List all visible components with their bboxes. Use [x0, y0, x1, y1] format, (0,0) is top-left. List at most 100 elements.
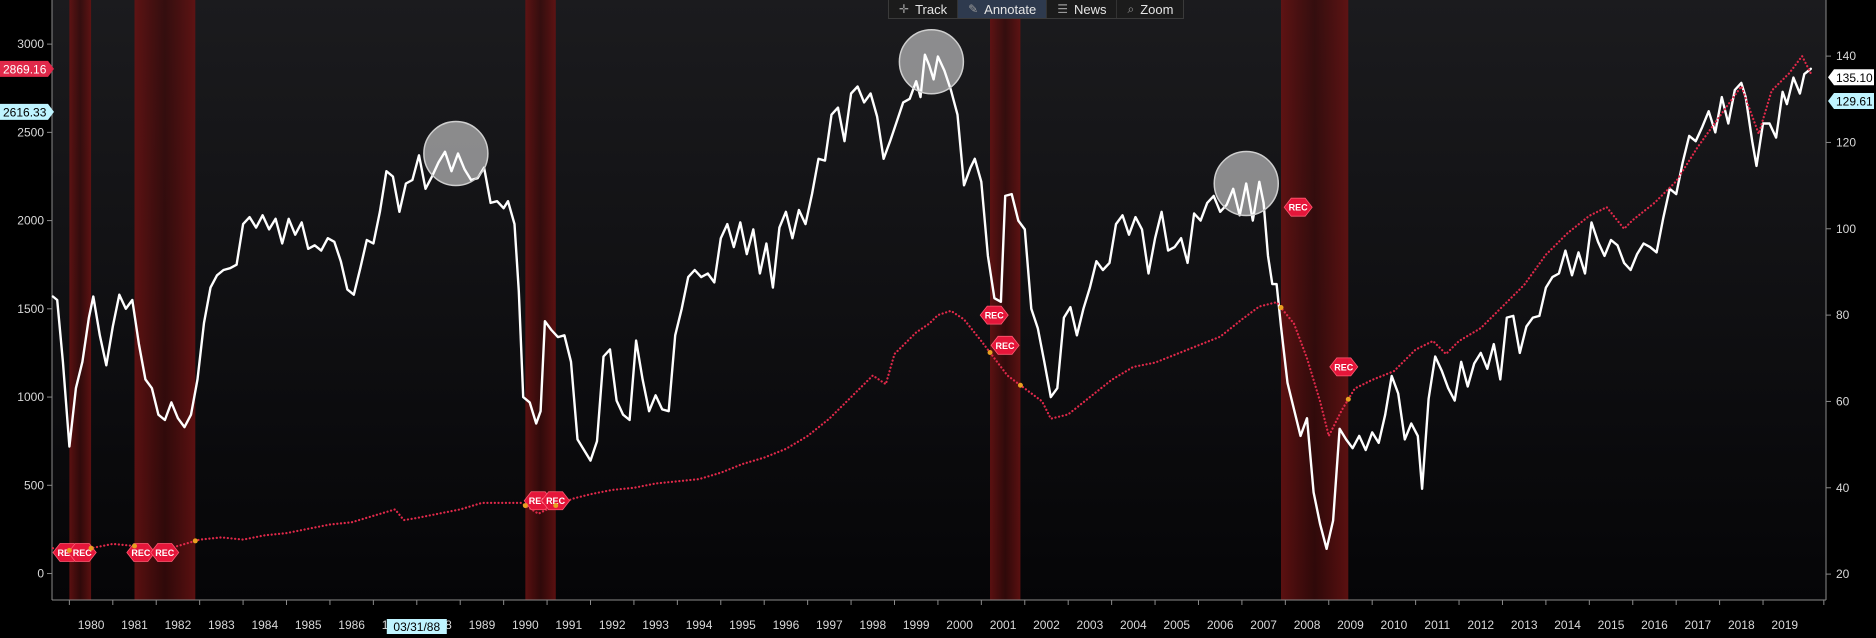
x-axis-tick-label: 1996 — [773, 618, 800, 632]
rec-marker[interactable]: REC — [990, 335, 1020, 355]
recession-point-dot — [192, 538, 198, 544]
left-axis-cursor-value-label-text: 2616.33 — [3, 105, 47, 119]
x-axis-tick-label: 1984 — [251, 618, 278, 632]
x-axis-tick-label: 2009 — [1337, 618, 1364, 632]
recession-point-dot — [88, 545, 94, 551]
left-axis-tick-label: 2500 — [17, 125, 44, 139]
right-axis-last-value-label: 135.10 — [1828, 69, 1874, 86]
toolbar-annotate-button[interactable]: ✎ Annotate — [958, 0, 1048, 18]
rec-marker-shape — [150, 543, 180, 562]
toolbar-zoom-button[interactable]: ⌕ Zoom — [1117, 0, 1183, 18]
x-axis-tick-label: 2005 — [1163, 618, 1190, 632]
x-axis-tick-label: 2012 — [1467, 618, 1494, 632]
x-axis-tick-label: 2018 — [1728, 618, 1755, 632]
right-axis-tick-label: 40 — [1836, 481, 1850, 495]
right-axis-cursor-value-label-text: 129.61 — [1836, 94, 1873, 108]
right-axis-tick-label: 120 — [1836, 135, 1856, 149]
left-axis-tick-label: 3000 — [17, 37, 44, 51]
left-axis-tick-label: 0 — [37, 567, 44, 581]
rec-marker[interactable]: REC — [150, 543, 180, 562]
x-axis-tick-label: 2008 — [1294, 618, 1321, 632]
x-axis-tick-label: 1985 — [295, 618, 322, 632]
toolbar-label: Annotate — [984, 1, 1037, 17]
x-axis-tick-label: 2015 — [1598, 618, 1625, 632]
left-axis-tick-label: 1500 — [17, 302, 44, 316]
rec-marker-label: REC — [546, 496, 566, 506]
recession-point-dot — [1345, 396, 1351, 402]
toolbar-news-button[interactable]: ☰ News — [1047, 0, 1118, 18]
highlight-circle — [898, 29, 965, 95]
right-axis-last-value-label-box — [1828, 69, 1874, 86]
recession-point-dot — [1017, 382, 1023, 388]
x-axis-tick-label: 1983 — [208, 618, 235, 632]
rec-marker-label: REC — [1289, 203, 1309, 213]
left-axis-cursor-value-label-box — [0, 103, 54, 120]
x-axis-tick-label: 2001 — [990, 618, 1017, 632]
x-axis-tick-label: 1991 — [555, 618, 582, 632]
rec-marker-label: REC — [529, 496, 549, 506]
toolbar-label: News — [1073, 1, 1107, 17]
rec-marker[interactable]: REC — [979, 305, 1009, 325]
right-axis-tick-label: 140 — [1836, 49, 1856, 63]
rec-marker[interactable]: REC — [541, 491, 571, 511]
x-axis-tick-label: 2007 — [1250, 618, 1277, 632]
x-axis-tick-label: 1992 — [599, 618, 626, 632]
x-axis-tick-label: 1995 — [729, 618, 756, 632]
rec-marker-shape — [1329, 357, 1359, 377]
x-axis-tick-label: 2017 — [1685, 618, 1712, 632]
recession-band — [69, 0, 92, 600]
x-axis-tick-label: 1980 — [78, 618, 105, 632]
rec-marker[interactable]: REC — [1283, 197, 1313, 217]
x-axis-tick-label: 1982 — [165, 618, 192, 632]
x-axis-tick-label: 2011 — [1424, 618, 1450, 632]
x-axis-tick-label: 1981 — [121, 618, 148, 632]
rec-marker-shape — [979, 305, 1009, 325]
left-axis-tick-label: 2000 — [17, 214, 44, 228]
x-axis-tick-label: 2016 — [1641, 618, 1668, 632]
recession-band — [1280, 0, 1349, 600]
left-axis-tick-label: 1000 — [17, 390, 44, 404]
rec-marker-shape — [1283, 197, 1313, 217]
cursor-date-label-text: 03/31/88 — [393, 620, 440, 634]
rec-marker-label: REC — [73, 548, 93, 558]
right-axis-tick-label: 80 — [1836, 308, 1850, 322]
rec-marker-shape — [541, 491, 571, 511]
recession-point-dot — [66, 547, 72, 553]
left-axis-last-value-label: 2869.16 — [0, 60, 54, 77]
x-axis-tick-label: 2014 — [1554, 618, 1581, 632]
x-axis-tick-label: 2013 — [1511, 618, 1538, 632]
zoom-icon: ⌕ — [1127, 1, 1135, 16]
x-axis-tick-label: 2019 — [1771, 618, 1798, 632]
x-axis-tick-label: 1990 — [512, 618, 539, 632]
recession-point-dot — [1278, 305, 1284, 311]
right-axis-cursor-value-label-box — [1828, 92, 1874, 109]
x-axis-tick-label: 1999 — [903, 618, 930, 632]
x-axis-tick-label: 2000 — [946, 618, 973, 632]
cursor-date-label: 03/31/88 — [386, 619, 447, 634]
left-axis-last-value-label-box — [0, 60, 54, 77]
news-icon: ☰ — [1057, 2, 1068, 16]
rec-marker[interactable]: REC — [1329, 357, 1359, 377]
recession-point-dot — [553, 502, 559, 508]
x-axis-tick-label: 1989 — [469, 618, 496, 632]
right-axis-tick-label: 20 — [1836, 567, 1850, 581]
x-axis-tick-label: 2006 — [1207, 618, 1234, 632]
x-axis-tick-label: 2002 — [1033, 618, 1060, 632]
highlight-circle — [423, 120, 489, 187]
recession-point-dot — [987, 350, 993, 356]
recession-band — [990, 0, 1021, 600]
highlight-circle — [1213, 150, 1279, 217]
x-axis-tick-label: 1986 — [338, 618, 365, 632]
x-axis-tick-label: 1998 — [859, 618, 886, 632]
x-axis-tick-label: 1997 — [816, 618, 843, 632]
recession-point-dot — [132, 543, 138, 549]
recession-band — [134, 0, 196, 600]
rec-marker-label: REC — [155, 548, 175, 558]
pencil-icon: ✎ — [968, 2, 979, 16]
toolbar-track-button[interactable]: ✛ Track — [889, 0, 959, 18]
left-axis-cursor-value-label: 2616.33 — [0, 103, 54, 120]
cursor-date-label-box — [386, 619, 447, 634]
right-axis-series-line — [51, 55, 1812, 552]
right-axis-cursor-value-label: 129.61 — [1828, 92, 1874, 109]
